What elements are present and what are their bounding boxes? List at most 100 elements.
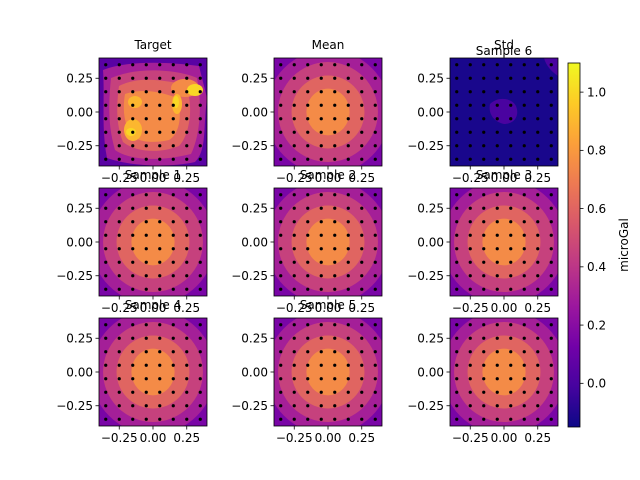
station-point <box>198 287 202 291</box>
station-point <box>131 287 135 291</box>
station-point <box>144 157 148 161</box>
station-point <box>468 350 472 354</box>
station-point <box>455 363 459 367</box>
station-point <box>549 206 553 210</box>
station-point <box>185 103 189 107</box>
station-point <box>158 157 162 161</box>
contour-field <box>99 58 207 166</box>
station-point <box>455 404 459 408</box>
station-point <box>171 157 175 161</box>
station-point <box>117 206 121 210</box>
station-point <box>117 336 121 340</box>
station-point <box>333 336 337 340</box>
station-point <box>144 417 148 421</box>
station-point <box>198 404 202 408</box>
station-point <box>185 117 189 121</box>
station-point <box>117 287 121 291</box>
station-point <box>360 287 364 291</box>
station-point <box>279 63 283 67</box>
station-point <box>171 130 175 134</box>
contour-level <box>306 88 350 136</box>
station-point <box>131 350 135 354</box>
station-point <box>131 63 135 67</box>
station-point <box>117 90 121 94</box>
station-point <box>549 247 553 251</box>
station-point <box>198 247 202 251</box>
station-point <box>306 76 310 80</box>
station-point <box>455 417 459 421</box>
station-point <box>104 260 108 264</box>
station-point <box>549 377 553 381</box>
station-point <box>468 377 472 381</box>
y-tick-label: 0.00 <box>241 105 268 119</box>
station-point <box>292 193 296 197</box>
station-point <box>522 404 526 408</box>
station-point <box>292 350 296 354</box>
station-point <box>373 144 377 148</box>
station-point <box>536 390 540 394</box>
station-point <box>319 233 323 237</box>
station-point <box>131 130 135 134</box>
y-tick-label: 0.25 <box>241 332 268 346</box>
station-point <box>117 157 121 161</box>
x-tick-label: 0.00 <box>315 171 342 185</box>
station-point <box>360 220 364 224</box>
station-point <box>306 260 310 264</box>
contour-level <box>306 218 350 266</box>
station-point <box>333 193 337 197</box>
x-tick-label: 0.00 <box>140 171 167 185</box>
station-point <box>482 390 486 394</box>
contour-level <box>306 348 350 396</box>
station-point <box>495 247 499 251</box>
station-point <box>509 90 513 94</box>
station-point <box>198 323 202 327</box>
station-point <box>171 103 175 107</box>
station-point <box>495 363 499 367</box>
station-point <box>495 90 499 94</box>
station-point <box>536 274 540 278</box>
y-tick-label: 0.25 <box>417 202 444 216</box>
station-point <box>185 287 189 291</box>
station-point <box>104 274 108 278</box>
station-point <box>549 63 553 67</box>
station-point <box>158 130 162 134</box>
station-point <box>185 90 189 94</box>
y-tick-label: 0.25 <box>66 72 93 86</box>
station-point <box>536 144 540 148</box>
subplot-title: Sample 1 <box>125 168 181 182</box>
station-point <box>360 363 364 367</box>
station-point <box>360 233 364 237</box>
station-point <box>509 233 513 237</box>
station-point <box>319 404 323 408</box>
station-point <box>158 144 162 148</box>
station-point <box>482 417 486 421</box>
colorbar: 0.0 0.2 0.4 0.6 0.8 1.0 microGal <box>567 62 631 428</box>
contour-field <box>450 188 558 296</box>
station-point <box>373 117 377 121</box>
x-tick-label: 0.25 <box>524 431 551 445</box>
station-point <box>509 363 513 367</box>
station-point <box>455 390 459 394</box>
station-point <box>482 274 486 278</box>
station-point <box>171 260 175 264</box>
station-point <box>279 390 283 394</box>
station-point <box>198 193 202 197</box>
station-point <box>198 233 202 237</box>
station-point <box>104 233 108 237</box>
station-point <box>549 144 553 148</box>
station-point <box>158 417 162 421</box>
station-point <box>468 117 472 121</box>
station-point <box>319 193 323 197</box>
station-point <box>346 247 350 251</box>
station-point <box>333 247 337 251</box>
y-tick-label: 0.25 <box>66 332 93 346</box>
y-tick-label: 0.00 <box>417 235 444 249</box>
station-point <box>306 103 310 107</box>
station-point <box>185 233 189 237</box>
station-point <box>144 193 148 197</box>
colorbar-tick-label: 0.8 <box>587 144 606 158</box>
station-point <box>104 350 108 354</box>
station-point <box>144 103 148 107</box>
station-point <box>522 63 526 67</box>
